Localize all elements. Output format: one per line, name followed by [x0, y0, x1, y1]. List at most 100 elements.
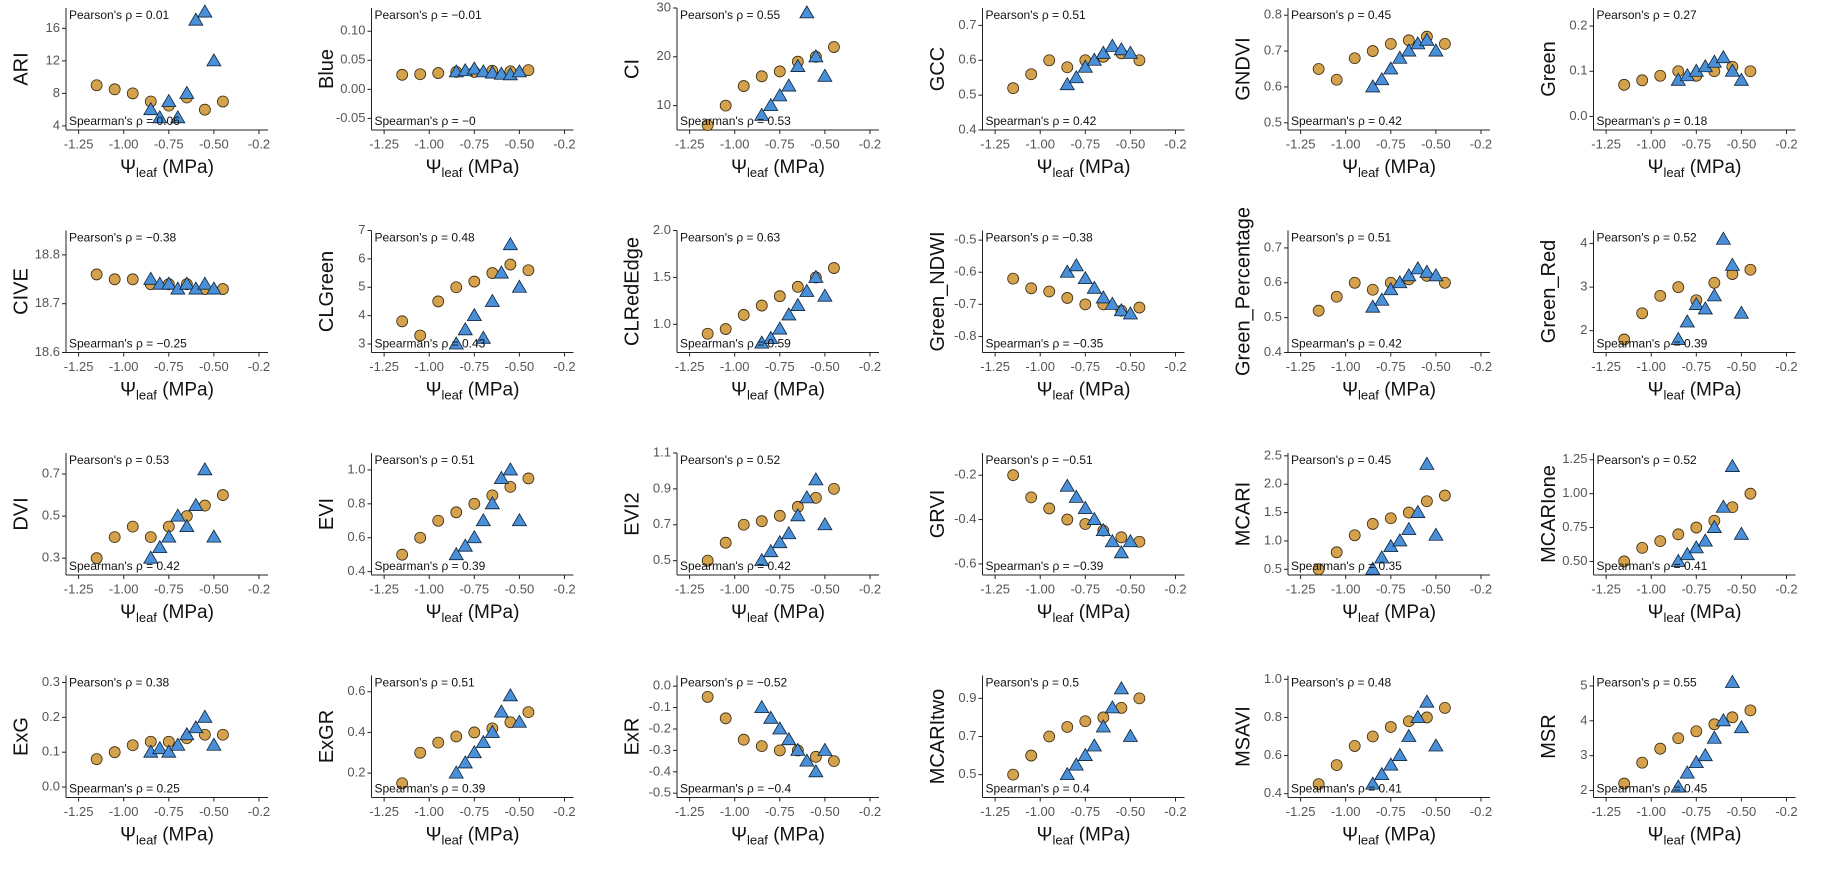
panel: 0.5 0.7 0.9 -1.25 -1.00 -0.75 -0.50 -0.2 MCARItw… — [927, 675, 1187, 848]
point — [817, 288, 833, 302]
point — [1679, 546, 1695, 561]
y-tick-label: 2.5 — [1264, 447, 1282, 462]
point — [1733, 526, 1750, 540]
point — [1724, 458, 1741, 472]
y-tick-label: 1.1 — [653, 444, 671, 459]
point — [1007, 272, 1020, 285]
pearson-annotation: Pearson's ρ = 0.38 — [69, 676, 170, 690]
point — [1733, 72, 1750, 86]
point — [1401, 728, 1417, 742]
x-tick-label: -0.75 — [1681, 581, 1711, 596]
point — [1688, 296, 1705, 310]
point — [206, 281, 222, 295]
point — [1744, 487, 1757, 500]
x-title-sub: leaf — [441, 388, 462, 403]
x-title-symbol: Ψ — [426, 157, 442, 178]
x-tick-label: -1.25 — [1286, 804, 1316, 819]
x-tick-label: -0.2 — [1775, 804, 1797, 819]
x-tick-label: -0.75 — [459, 136, 489, 151]
x-axis-title: Ψleaf (MPa) — [1648, 602, 1742, 625]
pearson-annotation: Pearson's ρ = 0.63 — [680, 231, 781, 245]
y-axis-title: CI — [621, 59, 643, 79]
point — [773, 509, 786, 522]
spearman-annotation: Spearman's ρ = −0.4 — [680, 782, 792, 796]
y-axis-title: MSR — [1538, 714, 1560, 758]
x-tick-label: -0.50 — [810, 136, 840, 151]
x-title-sub: leaf — [1052, 833, 1073, 848]
y-axis-title: DVI — [10, 497, 32, 530]
x-tick-label: -0.2 — [248, 136, 270, 151]
point — [817, 68, 833, 82]
y-tick-label: 0.00 — [340, 81, 365, 96]
point — [1007, 469, 1020, 482]
point — [108, 746, 121, 759]
point — [450, 281, 463, 294]
y-tick-label: 1.5 — [653, 269, 671, 284]
x-tick-label: -1.25 — [369, 136, 399, 151]
point — [719, 536, 732, 549]
x-tick-label: -1.00 — [720, 136, 750, 151]
x-axis-title: Ψleaf (MPa) — [120, 157, 214, 180]
x-tick-label: -0.75 — [459, 359, 489, 374]
point — [1059, 478, 1075, 492]
point — [466, 61, 482, 75]
x-tick-label: -0.50 — [1421, 581, 1451, 596]
point — [799, 283, 815, 297]
x-tick-label: -0.50 — [1116, 359, 1146, 374]
point — [1654, 742, 1667, 755]
x-tick-label: -0.75 — [459, 581, 489, 596]
x-tick-label: -1.00 — [720, 804, 750, 819]
y-tick-label: 0.7 — [958, 728, 976, 743]
x-title-unit: (MPa) — [462, 380, 519, 401]
point — [90, 79, 103, 92]
y-axis-title: CLRedEdge — [621, 237, 643, 346]
point — [1724, 63, 1741, 77]
x-tick-label: -0.75 — [1070, 804, 1100, 819]
point — [475, 330, 492, 344]
point — [828, 482, 840, 495]
point — [1654, 289, 1667, 302]
x-tick-label: -0.2 — [248, 359, 270, 374]
x-title-sub: leaf — [1358, 833, 1379, 848]
point — [1061, 513, 1074, 526]
point — [450, 506, 463, 519]
x-title-sub: leaf — [1052, 165, 1073, 180]
point — [1330, 546, 1343, 559]
y-axis-title: GRVI — [927, 490, 949, 539]
x-tick-label: -1.25 — [980, 581, 1010, 596]
point — [1428, 738, 1444, 752]
point — [484, 293, 501, 307]
point — [1330, 290, 1343, 303]
point — [1095, 719, 1112, 733]
x-title-unit: (MPa) — [1379, 380, 1436, 401]
point — [475, 64, 492, 78]
x-axis-title: Ψleaf (MPa) — [1037, 157, 1131, 180]
point — [791, 280, 804, 293]
panel: -0.5 -0.4 -0.3 -0.2 -0.1 0.0 -1.25 -1.00 -0.75 -0… — [621, 675, 881, 848]
x-title-symbol: Ψ — [1648, 602, 1664, 623]
x-title-symbol: Ψ — [1342, 602, 1358, 623]
panel: 10 20 30 -1.25 -1.00 -0.75 -0.50 -0.2 CI Ψleaf (M… — [621, 0, 881, 180]
point — [170, 737, 186, 751]
x-tick-label: -0.75 — [765, 581, 795, 596]
y-axis-title: GCC — [927, 47, 949, 91]
panel: 0.2 0.4 0.6 -1.25 -1.00 -0.75 -0.50 -0.2 ExGR Ψle… — [316, 675, 576, 848]
x-title-symbol: Ψ — [1342, 380, 1358, 401]
x-axis-title: Ψleaf (MPa) — [426, 825, 520, 848]
x-tick-label: -1.00 — [1636, 804, 1666, 819]
point — [1095, 290, 1112, 304]
spearman-annotation: Spearman's ρ = 0.41 — [1291, 782, 1402, 796]
point — [755, 70, 768, 83]
pearson-annotation: Pearson's ρ = 0.45 — [1291, 453, 1392, 467]
point — [1428, 527, 1444, 541]
point — [1401, 43, 1417, 57]
point — [1410, 709, 1426, 723]
point — [484, 724, 501, 738]
x-title-sub: leaf — [747, 388, 768, 403]
y-tick-label: 0.7 — [653, 516, 671, 531]
point — [1636, 541, 1649, 554]
point — [1348, 52, 1361, 65]
point — [179, 276, 195, 290]
x-tick-label: -0.2 — [553, 581, 575, 596]
